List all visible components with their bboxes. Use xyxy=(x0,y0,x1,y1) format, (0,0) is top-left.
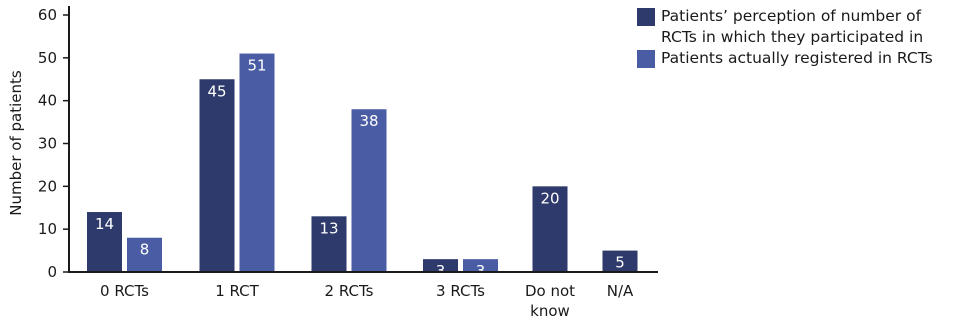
bar-series1-cat0 xyxy=(127,237,162,272)
y-tick-label: 0 xyxy=(47,263,57,281)
bar-series1-cat3 xyxy=(463,259,498,272)
y-tick-label: 40 xyxy=(38,92,57,110)
category-label: 1 RCT xyxy=(215,282,259,300)
legend-item-registered: Patients actually registered in RCTs xyxy=(637,48,955,69)
bar-series0-cat2 xyxy=(311,216,347,272)
bar-series1-cat2 xyxy=(351,109,387,272)
y-axis-label: Number of patients xyxy=(7,70,25,216)
category-label: 3 RCTs xyxy=(436,282,485,300)
y-tick-label: 10 xyxy=(38,220,57,238)
legend-label-perception: Patients’ perception of number of RCTs i… xyxy=(661,7,924,46)
bars: 1484551133833205 xyxy=(87,53,638,280)
bar-series0-cat4 xyxy=(532,186,568,272)
data-label: 20 xyxy=(540,189,559,207)
category-label: 2 RCTs xyxy=(325,282,374,300)
legend: Patients’ perception of number of RCTs i… xyxy=(637,6,955,69)
bar-series0-cat1 xyxy=(199,79,235,272)
bar-series0-cat3 xyxy=(423,259,458,272)
legend-swatch-perception xyxy=(637,8,655,26)
bar-series0-cat5 xyxy=(602,250,638,272)
category-label: Do not know xyxy=(525,282,575,320)
y-tick-label: 60 xyxy=(38,6,57,24)
y-tick-label: 50 xyxy=(38,49,57,67)
category-label: 0 RCTs xyxy=(100,282,149,300)
data-label: 5 xyxy=(615,254,625,272)
y-tick-label: 30 xyxy=(38,135,57,153)
data-label: 38 xyxy=(359,112,378,130)
data-label: 45 xyxy=(207,82,226,100)
legend-item-perception: Patients’ perception of number of RCTs i… xyxy=(637,6,955,48)
data-label: 13 xyxy=(319,219,338,237)
bar-series1-cat1 xyxy=(239,53,275,272)
y-axis-ticks: 0 10 20 30 40 50 60 xyxy=(38,6,69,281)
category-labels: 0 RCTs 1 RCT 2 RCTs 3 RCTs Do not know N/A xyxy=(100,282,634,320)
y-tick-label: 20 xyxy=(38,177,57,195)
legend-label-registered: Patients actually registered in RCTs xyxy=(661,49,933,67)
data-label: 8 xyxy=(140,241,150,259)
category-label: N/A xyxy=(607,282,634,300)
bar-series0-cat0 xyxy=(87,212,122,272)
legend-swatch-registered xyxy=(637,50,655,68)
data-label: 14 xyxy=(95,215,114,233)
data-label: 51 xyxy=(247,57,266,75)
